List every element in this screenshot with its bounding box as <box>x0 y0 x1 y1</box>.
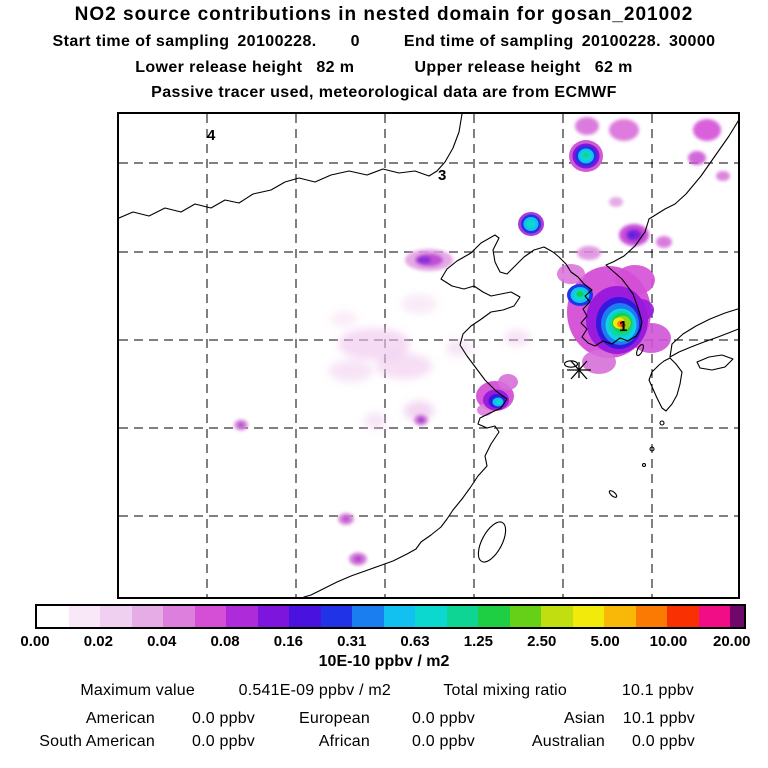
contribution-region-value: 0.0 ppbv <box>632 733 695 750</box>
colorbar-cell <box>383 606 415 627</box>
jeju-island <box>563 360 579 368</box>
contribution-region-label: Asian <box>563 710 605 727</box>
contribution-region-label: Australian <box>531 733 605 750</box>
colorbar-cell <box>352 606 384 627</box>
end-date-value: 20100228. <box>581 33 661 50</box>
colorbar-tick-label: 0.04 <box>147 633 177 650</box>
page-title: NO2 source contributions in nested domai… <box>74 4 694 25</box>
receptor-site-marker-icon <box>567 360 591 380</box>
colorbar-ticks: 0.00 0.02 0.04 0.08 0.16 0.31 0.63 1.25 2.50 5.00… <box>20 633 750 651</box>
colorbar-overflow-cell <box>730 606 745 627</box>
end-time-value: 30000 <box>668 33 716 50</box>
coastlines <box>119 114 738 597</box>
colorbar-tick-label: 0.63 <box>400 633 430 650</box>
tsushima-island <box>636 343 644 357</box>
colorbar-cell <box>163 606 195 627</box>
sampling-times-line: Start time of sampling 20100228. 0 End time… <box>0 33 768 51</box>
colorbar-tick-label: 0.00 <box>20 633 50 650</box>
colorbar-cell <box>541 606 573 627</box>
max-value: 0.541E-09 ppbv / m2 <box>238 682 391 699</box>
end-time-label: End time of sampling <box>403 33 574 50</box>
summary-line: Maximum value 0.541E-09 ppbv / m2 Total … <box>35 682 694 700</box>
northern-border-line <box>119 114 463 219</box>
contribution-region-value: 10.1 ppbv <box>622 710 695 727</box>
contribution-region-label: American <box>85 710 155 727</box>
map-label-region-4: 4 <box>207 127 216 144</box>
colorbar-cell <box>289 606 321 627</box>
colorbar-cell <box>604 606 636 627</box>
kyushu-coastline <box>648 357 683 412</box>
colorbar-cell <box>320 606 352 627</box>
concentration-field <box>234 117 730 566</box>
lower-release-label: Lower release height <box>135 59 303 76</box>
colorbar-tick-label: 0.08 <box>210 633 240 650</box>
map-label-region-1: 1 <box>619 318 627 335</box>
ryukyu-island <box>641 462 647 468</box>
map-panel: 4 3 1 <box>117 112 740 599</box>
colorbar-cell <box>194 606 226 627</box>
mainland-coastline <box>303 120 738 597</box>
contribution-region-label: South American <box>39 733 155 750</box>
map-label-region-3: 3 <box>438 167 446 184</box>
start-time-label: Start time of sampling <box>52 33 230 50</box>
release-heights-line: Lower release height 82 m Upper release he… <box>0 59 768 77</box>
honshu-coastline <box>669 308 738 358</box>
upper-release-value: 62 m <box>594 59 633 76</box>
ryukyu-island <box>649 446 655 452</box>
colorbar-tick-label: 5.00 <box>590 633 620 650</box>
contributions-table: American 0.0 ppbv European 0.0 ppbv Asian 10.… <box>35 707 695 753</box>
okinawa-island <box>608 490 618 498</box>
colorbar-cell <box>226 606 258 627</box>
colorbar-tick-label: 0.31 <box>337 633 367 650</box>
colorbar-tick-label: 1.25 <box>463 633 493 650</box>
start-date-value: 20100228. <box>237 33 317 50</box>
total-mixing-ratio-label: Total mixing ratio <box>443 682 567 699</box>
colorbar-cell <box>572 606 604 627</box>
colorbar-cell <box>68 606 100 627</box>
ryukyu-island <box>659 420 665 426</box>
colorbar <box>35 604 746 629</box>
colorbar-cell <box>509 606 541 627</box>
map-canvas: 4 3 1 <box>119 114 738 597</box>
shikoku-coastline <box>696 354 734 371</box>
upper-release-label: Upper release height <box>414 59 581 76</box>
colorbar-tick-label: 0.16 <box>273 633 303 650</box>
colorbar-tick-label: 10.00 <box>649 633 688 650</box>
colorbar-cell <box>698 606 730 627</box>
colorbar-tick-label: 2.50 <box>527 633 557 650</box>
map-gridlines <box>119 114 738 597</box>
colorbar-tick-label: 20.00 <box>712 633 751 650</box>
colorbar-cell <box>667 606 699 627</box>
max-value-label: Maximum value <box>80 682 195 699</box>
colorbar-cell <box>415 606 447 627</box>
contribution-region-label: European <box>299 710 370 727</box>
colorbar-tick-label: 0.02 <box>83 633 113 650</box>
contribution-region-value: 0.0 ppbv <box>412 710 475 727</box>
colorbar-cell <box>446 606 478 627</box>
colorbar-cell <box>478 606 510 627</box>
colorbar-cell <box>100 606 132 627</box>
taiwan-island <box>477 521 507 563</box>
colorbar-cell <box>635 606 667 627</box>
colorbar-units: 10E-10 ppbv / m2 <box>318 653 450 670</box>
tracer-note-line: Passive tracer used, meteorological data… <box>0 84 768 102</box>
colorbar-cell <box>131 606 163 627</box>
start-time-value: 0 <box>350 33 360 50</box>
contribution-region-value: 0.0 ppbv <box>412 733 475 750</box>
colorbar-cell <box>37 606 69 627</box>
contribution-region-label: African <box>318 733 370 750</box>
contribution-region-value: 0.0 ppbv <box>192 733 255 750</box>
total-mixing-ratio-value: 10.1 ppbv <box>621 682 694 699</box>
colorbar-cell <box>257 606 289 627</box>
lower-release-value: 82 m <box>316 59 355 76</box>
contribution-region-value: 0.0 ppbv <box>192 710 255 727</box>
tracer-note: Passive tracer used, meteorological data… <box>151 84 617 101</box>
